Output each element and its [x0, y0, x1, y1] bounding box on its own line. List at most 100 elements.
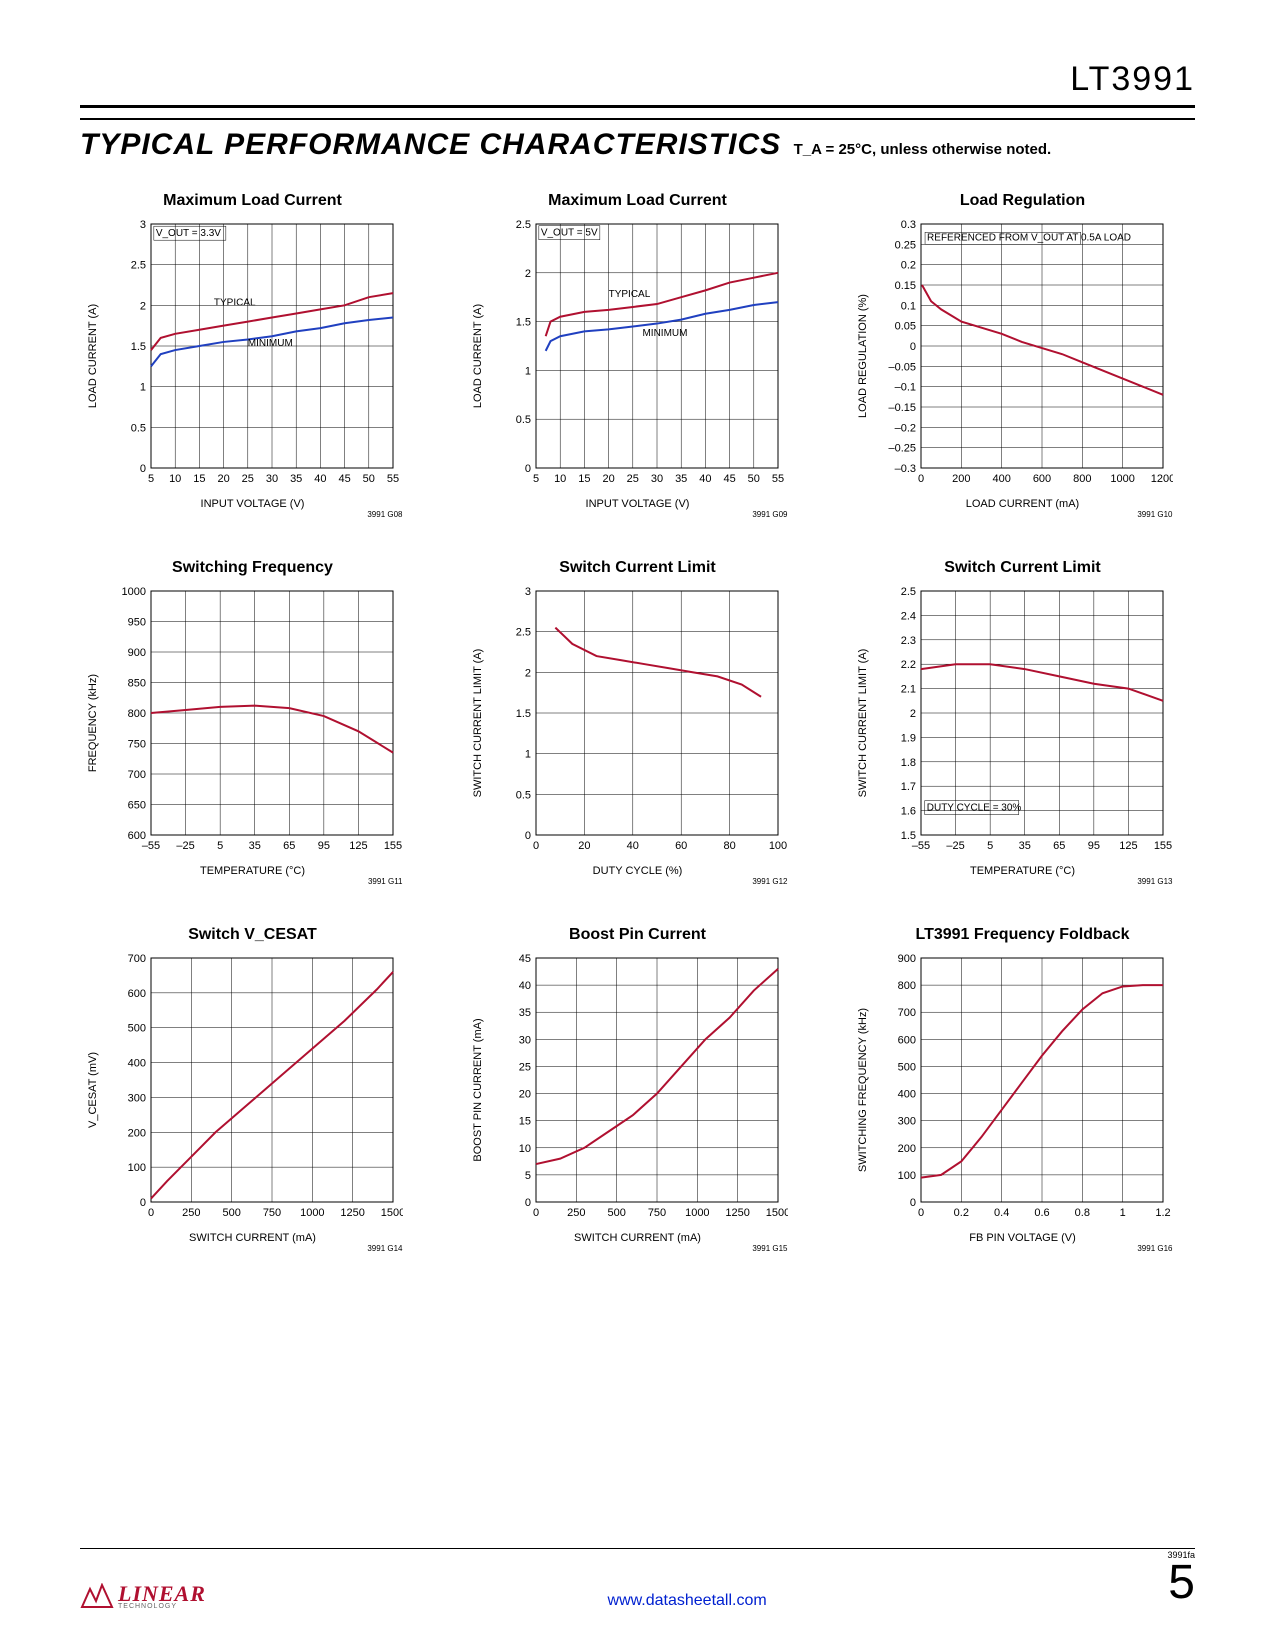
- svg-text:800: 800: [1073, 473, 1091, 485]
- svg-text:–0.3: –0.3: [894, 463, 915, 475]
- logo-icon: [80, 1583, 114, 1609]
- chart-frame: SWITCH CURRENT LIMIT (A)02040608010000.5…: [488, 583, 788, 863]
- svg-text:0: 0: [139, 463, 145, 475]
- chart-title: Switching Frequency: [172, 559, 333, 577]
- svg-text:200: 200: [127, 1127, 145, 1139]
- svg-text:1: 1: [139, 382, 145, 394]
- chart-svg: 51015202530354045505500.511.522.5V_OUT =…: [488, 216, 788, 496]
- svg-text:900: 900: [127, 647, 145, 659]
- x-axis-label: TEMPERATURE (°C): [200, 865, 305, 877]
- svg-text:TYPICAL: TYPICAL: [608, 289, 650, 300]
- x-axis-label: TEMPERATURE (°C): [970, 865, 1075, 877]
- svg-text:–0.1: –0.1: [894, 382, 915, 394]
- svg-text:2: 2: [524, 268, 530, 280]
- figure-id: 3991 G11: [103, 877, 403, 886]
- chart-svg: 0250500750100012501500051015202530354045: [488, 950, 788, 1230]
- svg-text:35: 35: [675, 473, 687, 485]
- chart-g08: Maximum Load CurrentLOAD CURRENT (A)5101…: [80, 192, 425, 519]
- svg-text:2: 2: [909, 708, 915, 720]
- chart-g14: Switch V_CESATV_CESAT (mV)02505007501000…: [80, 926, 425, 1253]
- svg-text:20: 20: [578, 840, 590, 852]
- section-subtitle: T_A = 25°C, unless otherwise noted.: [794, 141, 1052, 158]
- svg-text:0.4: 0.4: [994, 1207, 1009, 1219]
- svg-text:1000: 1000: [685, 1207, 709, 1219]
- svg-text:0: 0: [532, 840, 538, 852]
- svg-text:5: 5: [532, 473, 538, 485]
- figure-id: 3991 G14: [103, 1244, 403, 1253]
- svg-text:DUTY CYCLE = 30%: DUTY CYCLE = 30%: [926, 803, 1021, 814]
- svg-text:3: 3: [139, 219, 145, 231]
- svg-text:2.2: 2.2: [900, 659, 915, 671]
- svg-text:10: 10: [518, 1143, 530, 1155]
- figure-id: 3991 G12: [488, 877, 788, 886]
- charts-grid: Maximum Load CurrentLOAD CURRENT (A)5101…: [80, 192, 1195, 1253]
- svg-text:1.6: 1.6: [900, 806, 915, 818]
- svg-text:800: 800: [897, 980, 915, 992]
- svg-text:5: 5: [524, 1170, 530, 1182]
- chart-frame: LOAD CURRENT (A)51015202530354045505500.…: [103, 216, 403, 496]
- svg-text:80: 80: [723, 840, 735, 852]
- chart-title: Switch Current Limit: [944, 559, 1100, 577]
- svg-text:850: 850: [127, 678, 145, 690]
- footer-link[interactable]: www.datasheetall.com: [608, 1592, 767, 1610]
- svg-text:25: 25: [626, 473, 638, 485]
- svg-text:125: 125: [1119, 840, 1137, 852]
- figure-id: 3991 G10: [873, 510, 1173, 519]
- svg-text:25: 25: [518, 1061, 530, 1073]
- chart-frame: V_CESAT (mV)0250500750100012501500010020…: [103, 950, 403, 1230]
- chart-frame: SWITCH CURRENT LIMIT (A)–55–255356595125…: [873, 583, 1173, 863]
- svg-text:5: 5: [217, 840, 223, 852]
- section-title: TYPICAL PERFORMANCE CHARACTERISTICS: [80, 128, 781, 161]
- svg-text:300: 300: [897, 1116, 915, 1128]
- chart-g13: Switch Current LimitSWITCH CURRENT LIMIT…: [850, 559, 1195, 886]
- svg-text:15: 15: [193, 473, 205, 485]
- svg-text:25: 25: [241, 473, 253, 485]
- svg-text:250: 250: [567, 1207, 585, 1219]
- chart-title: Boost Pin Current: [569, 926, 706, 944]
- part-number: LT3991: [80, 60, 1195, 108]
- svg-text:0.25: 0.25: [894, 239, 915, 251]
- svg-text:1.5: 1.5: [900, 830, 915, 842]
- svg-text:0.8: 0.8: [1074, 1207, 1089, 1219]
- svg-text:0.5: 0.5: [130, 422, 145, 434]
- svg-text:0: 0: [909, 341, 915, 353]
- figure-id: 3991 G16: [873, 1244, 1173, 1253]
- svg-text:500: 500: [127, 1023, 145, 1035]
- x-axis-label: LOAD CURRENT (mA): [966, 498, 1079, 510]
- svg-text:45: 45: [338, 473, 350, 485]
- svg-text:45: 45: [518, 953, 530, 965]
- chart-svg: –55–255356595125155600650700750800850900…: [103, 583, 403, 863]
- svg-text:–25: –25: [176, 840, 194, 852]
- svg-text:1: 1: [524, 365, 530, 377]
- figure-id: 3991 G08: [103, 510, 403, 519]
- svg-text:95: 95: [1087, 840, 1099, 852]
- svg-text:1.8: 1.8: [900, 757, 915, 769]
- svg-text:60: 60: [675, 840, 687, 852]
- svg-text:400: 400: [897, 1089, 915, 1101]
- svg-text:100: 100: [897, 1170, 915, 1182]
- chart-title: Maximum Load Current: [548, 192, 727, 210]
- svg-text:250: 250: [182, 1207, 200, 1219]
- footer: LINEAR TECHNOLOGY www.datasheetall.com 5: [80, 1548, 1195, 1610]
- chart-svg: 00.20.40.60.811.201002003004005006007008…: [873, 950, 1173, 1230]
- svg-text:15: 15: [518, 1116, 530, 1128]
- svg-text:750: 750: [127, 739, 145, 751]
- svg-text:700: 700: [127, 769, 145, 781]
- svg-text:0.5: 0.5: [515, 789, 530, 801]
- y-axis-label: LOAD CURRENT (A): [87, 304, 99, 408]
- svg-text:0.5: 0.5: [515, 414, 530, 426]
- section-title-row: TYPICAL PERFORMANCE CHARACTERISTICS T_A …: [80, 118, 1195, 162]
- svg-text:1250: 1250: [340, 1207, 364, 1219]
- chart-title: Switch Current Limit: [559, 559, 715, 577]
- svg-text:40: 40: [314, 473, 326, 485]
- svg-text:–25: –25: [946, 840, 964, 852]
- svg-text:500: 500: [607, 1207, 625, 1219]
- svg-text:950: 950: [127, 617, 145, 629]
- svg-text:10: 10: [169, 473, 181, 485]
- chart-g12: Switch Current LimitSWITCH CURRENT LIMIT…: [465, 559, 810, 886]
- svg-text:1000: 1000: [121, 586, 145, 598]
- svg-text:35: 35: [248, 840, 260, 852]
- x-axis-label: INPUT VOLTAGE (V): [586, 498, 690, 510]
- chart-svg: 020040060080010001200–0.3–0.25–0.2–0.15–…: [873, 216, 1173, 496]
- y-axis-label: SWITCHING FREQUENCY (kHz): [857, 1008, 869, 1172]
